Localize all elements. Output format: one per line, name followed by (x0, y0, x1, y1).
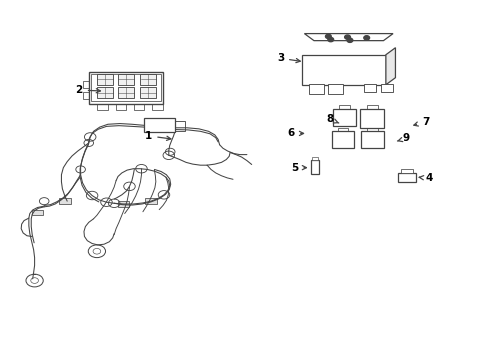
FancyBboxPatch shape (366, 105, 377, 109)
Polygon shape (302, 55, 385, 85)
FancyBboxPatch shape (331, 131, 353, 148)
FancyBboxPatch shape (32, 210, 43, 215)
Text: 3: 3 (276, 53, 300, 63)
Polygon shape (385, 48, 395, 85)
FancyBboxPatch shape (115, 103, 126, 111)
FancyBboxPatch shape (397, 173, 415, 182)
FancyBboxPatch shape (380, 84, 392, 92)
Circle shape (344, 35, 350, 39)
FancyBboxPatch shape (360, 109, 384, 128)
FancyBboxPatch shape (145, 198, 157, 204)
FancyBboxPatch shape (400, 169, 412, 173)
FancyBboxPatch shape (97, 103, 108, 111)
FancyBboxPatch shape (140, 87, 156, 98)
Polygon shape (304, 33, 392, 41)
FancyBboxPatch shape (311, 157, 317, 160)
FancyBboxPatch shape (89, 72, 163, 104)
Text: 9: 9 (397, 133, 409, 143)
FancyBboxPatch shape (143, 118, 175, 132)
FancyBboxPatch shape (118, 87, 134, 98)
FancyBboxPatch shape (310, 160, 319, 174)
FancyBboxPatch shape (83, 81, 89, 87)
FancyBboxPatch shape (59, 198, 70, 204)
Text: 7: 7 (413, 117, 428, 127)
FancyBboxPatch shape (134, 103, 144, 111)
FancyBboxPatch shape (364, 84, 375, 92)
FancyBboxPatch shape (339, 105, 349, 109)
Text: 6: 6 (287, 129, 303, 139)
Text: 4: 4 (418, 173, 432, 183)
FancyBboxPatch shape (91, 74, 160, 100)
FancyBboxPatch shape (152, 103, 162, 111)
Circle shape (327, 37, 333, 42)
FancyBboxPatch shape (366, 127, 377, 131)
FancyBboxPatch shape (118, 201, 129, 207)
FancyBboxPatch shape (140, 74, 156, 85)
FancyBboxPatch shape (83, 92, 89, 99)
Circle shape (346, 38, 352, 42)
FancyBboxPatch shape (328, 84, 342, 94)
FancyBboxPatch shape (332, 109, 355, 126)
Text: 8: 8 (325, 114, 338, 124)
FancyBboxPatch shape (308, 84, 323, 94)
FancyBboxPatch shape (97, 87, 113, 98)
FancyBboxPatch shape (118, 74, 134, 85)
Circle shape (363, 36, 369, 40)
FancyBboxPatch shape (175, 121, 184, 131)
FancyBboxPatch shape (97, 74, 113, 85)
Text: 1: 1 (145, 131, 170, 141)
Circle shape (325, 34, 330, 39)
Text: 2: 2 (75, 85, 100, 95)
FancyBboxPatch shape (337, 128, 347, 131)
FancyBboxPatch shape (360, 131, 383, 148)
Text: 5: 5 (290, 163, 306, 173)
